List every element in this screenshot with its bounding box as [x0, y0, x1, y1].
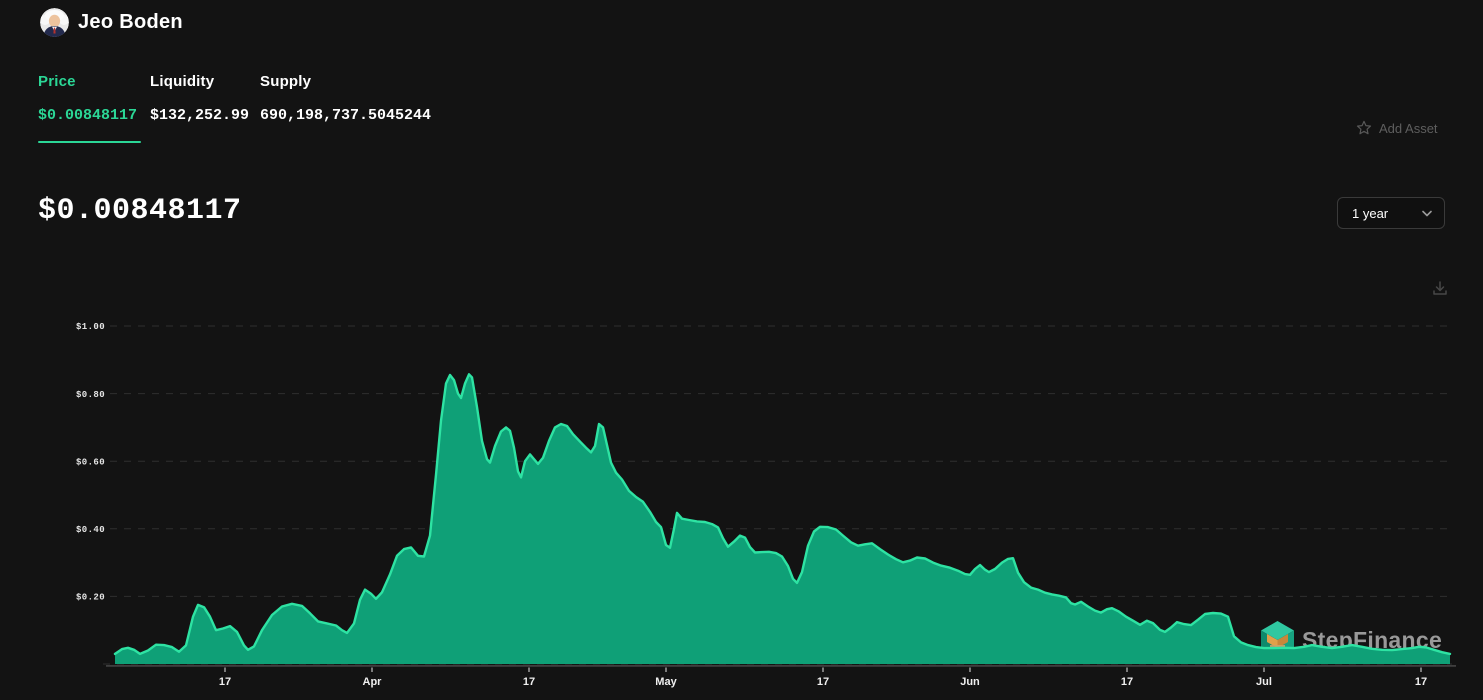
tab-liquidity[interactable]: Liquidity $132,252.99 — [150, 73, 249, 124]
download-icon — [1433, 280, 1447, 295]
tab-price-value: $0.00848117 — [38, 107, 138, 124]
tab-supply[interactable]: Supply 690,198,737.5045244 — [260, 73, 431, 124]
page-title: Jeo Boden — [78, 11, 183, 33]
range-selector-dropdown[interactable]: 1 year — [1337, 197, 1445, 229]
svg-text:17: 17 — [523, 676, 535, 688]
svg-text:$0.80: $0.80 — [76, 390, 105, 400]
svg-text:Apr: Apr — [363, 676, 383, 688]
svg-text:Jul: Jul — [1256, 676, 1272, 688]
tab-supply-value: 690,198,737.5045244 — [260, 107, 432, 124]
add-asset-button[interactable]: Add Asset — [1356, 120, 1438, 136]
tab-liquidity-label[interactable]: Liquidity — [150, 73, 215, 90]
chevron-down-icon — [1422, 210, 1432, 216]
current-price: $0.00848117 — [38, 194, 242, 228]
svg-text:$0.60: $0.60 — [76, 457, 105, 467]
svg-text:17: 17 — [1121, 676, 1133, 688]
svg-text:17: 17 — [1415, 676, 1427, 688]
svg-text:17: 17 — [219, 676, 231, 688]
active-tab-underline — [38, 141, 141, 143]
star-outline-icon — [1356, 120, 1372, 135]
tab-liquidity-value: $132,252.99 — [150, 107, 250, 124]
jeo-boden-avatar-image — [40, 8, 69, 37]
download-chart-button[interactable] — [1429, 278, 1451, 300]
range-selected-value: 1 year — [1352, 205, 1389, 221]
svg-text:Jun: Jun — [960, 676, 980, 688]
tab-supply-label[interactable]: Supply — [260, 73, 312, 90]
svg-text:$1.00: $1.00 — [76, 322, 105, 332]
svg-text:17: 17 — [817, 676, 829, 688]
svg-text:May: May — [655, 676, 677, 688]
tab-price-label[interactable]: Price — [38, 73, 76, 90]
add-asset-label: Add Asset — [1379, 120, 1438, 136]
svg-text:$0.20: $0.20 — [76, 593, 105, 603]
token-avatar — [40, 8, 69, 37]
tab-price[interactable]: Price $0.00848117 — [38, 73, 137, 124]
svg-text:$0.40: $0.40 — [76, 525, 105, 535]
